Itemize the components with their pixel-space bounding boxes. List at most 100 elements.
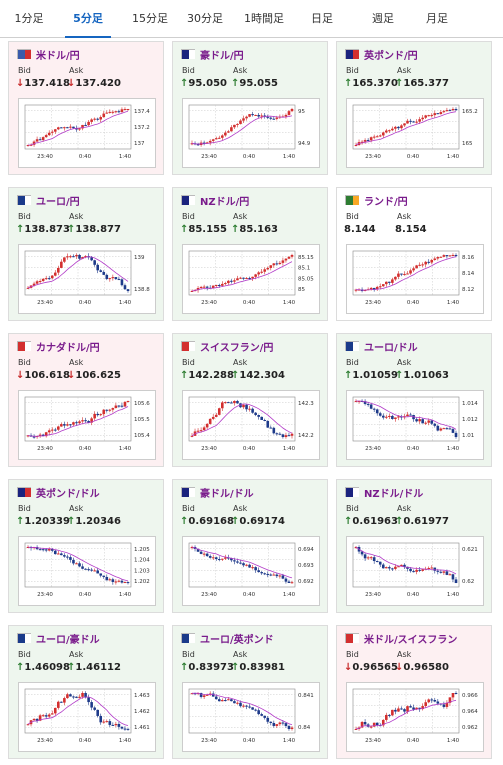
mini-chart[interactable]: 8.16 8.14 8.12 23:40 0:40 1:40 [346, 244, 484, 314]
tab-7[interactable]: 月足 [426, 12, 448, 25]
y-tick-label: 85 [298, 287, 305, 293]
rate-panel[interactable]: NZドル/ドル Bid Ask ↑0.61963 ↑0.61977 0.621 0.62 23… [336, 479, 492, 613]
rate-panel[interactable]: 英ポンド/ドル Bid Ask ↑1.20339 ↑1.20346 1.205 1.204 1… [8, 479, 164, 613]
mini-chart[interactable]: 0.966 0.964 0.962 23:40 0:40 1:40 [346, 682, 484, 752]
x-tick-label: 1:40 [283, 738, 296, 744]
candle-body [263, 573, 267, 575]
rate-panel[interactable]: スイスフラン/円 Bid Ask ↑142.288 ↑142.304 142.3 142.2… [172, 333, 328, 467]
y-tick-label: 85.1 [298, 266, 310, 272]
pair-title-link[interactable]: NZドル/ドル [345, 485, 423, 500]
candle-body [266, 717, 270, 722]
candle-body [239, 277, 242, 279]
candle-body [38, 715, 42, 721]
mini-chart[interactable]: 137.4 137.2 137 23:40 0:40 1:40 [18, 98, 156, 168]
rate-panel[interactable]: ユーロ/英ポンド Bid Ask ↑0.83973 ↑0.83981 0.841 0.84 2… [172, 625, 328, 759]
pair-title-link[interactable]: ユーロ/英ポンド [181, 631, 274, 646]
flag-icon [345, 633, 359, 643]
rate-panel[interactable]: カナダドル/円 Bid Ask ↓106.618 ↓106.625 105.6 105.5 1… [8, 333, 164, 467]
candle-body [242, 705, 245, 707]
tab-2[interactable]: 15分足 [132, 12, 168, 25]
tab-3[interactable]: 30分足 [187, 12, 223, 25]
rate-panel[interactable]: 英ポンド/円 Bid Ask ↑165.370 ↑165.377 165.2 165 23:4… [336, 41, 492, 175]
candle-body [63, 257, 66, 262]
candle-body [87, 697, 90, 703]
rate-panel[interactable]: 豪ドル/ドル Bid Ask ↑0.69168 ↑0.69174 0.694 0.693 0.… [172, 479, 328, 613]
mini-chart[interactable]: 1.014 1.012 1.01 23:40 0:40 1:40 [346, 390, 484, 460]
candle-body [275, 433, 279, 435]
candle-body [105, 112, 109, 114]
mini-chart[interactable]: 142.3 142.2 23:40 0:40 1:40 [182, 390, 320, 460]
candle-body [224, 402, 227, 404]
mini-chart[interactable]: 0.694 0.693 0.692 23:40 0:40 1:40 [182, 536, 320, 606]
rate-panel[interactable]: ユーロ/円 Bid Ask ↑138.873 ↑138.877 139 138.8 23:40… [8, 187, 164, 321]
candle-body [363, 721, 367, 725]
mini-chart[interactable]: 165.2 165 23:40 0:40 1:40 [346, 98, 484, 168]
mini-chart[interactable]: 105.6 105.5 105.4 23:40 0:40 1:40 [18, 390, 156, 460]
x-tick-label: 0:40 [407, 738, 420, 744]
candle-body [248, 706, 251, 708]
bid-value: 165.370 [352, 78, 398, 89]
candle-body [260, 572, 263, 574]
tab-0[interactable]: 1分足 [14, 12, 44, 25]
mini-chart[interactable]: 1.463 1.462 1.461 23:40 0:40 1:40 [18, 682, 156, 752]
candle-body [47, 714, 51, 717]
candle-body [114, 405, 118, 409]
candle-body [239, 562, 242, 564]
candle-body [269, 574, 273, 576]
pair-title-link[interactable]: 豪ドル/ドル [181, 485, 254, 500]
candle-body [251, 707, 254, 710]
rate-panel[interactable]: NZドル/円 Bid Ask ↑85.155 ↑85.163 85.15 85.1 85.05… [172, 187, 328, 321]
rate-panel[interactable]: ユーロ/豪ドル Bid Ask ↑1.46098 ↑1.46112 1.463 1.462 1… [8, 625, 164, 759]
candle-body [81, 693, 84, 697]
candle-body [199, 430, 203, 432]
candle-body [60, 127, 63, 129]
pair-title-link[interactable]: ユーロ/ドル [345, 339, 418, 354]
candle-body [41, 434, 45, 437]
candle-body [120, 580, 124, 583]
candle-body [53, 707, 57, 714]
candle-body [454, 693, 458, 694]
x-tick-label: 0:40 [79, 592, 92, 598]
pair-title-link[interactable]: 米ドル/スイスフラン [345, 631, 457, 646]
rate-panel[interactable]: 米ドル/スイスフラン Bid Ask ↓0.96565 ↓0.96580 0.966 0.9… [336, 625, 492, 759]
tab-4[interactable]: 1時間足 [244, 12, 284, 25]
pair-title-link[interactable]: 米ドル/円 [17, 47, 80, 62]
pair-title-link[interactable]: 英ポンド/円 [345, 47, 418, 62]
rate-panel[interactable]: ユーロ/ドル Bid Ask ↑1.01059 ↑1.01063 1.014 1.012 1.… [336, 333, 492, 467]
rate-panel[interactable]: 豪ドル/円 Bid Ask ↑95.050 ↑95.055 95 94.9 23:40 0:40… [172, 41, 328, 175]
bid-value: 106.618 [24, 370, 70, 381]
candle-body [436, 257, 440, 259]
tab-6[interactable]: 週足 [372, 12, 394, 25]
tab-5[interactable]: 日足 [311, 12, 333, 25]
mini-chart[interactable]: 139 138.8 23:40 0:40 1:40 [18, 244, 156, 314]
x-tick-label: 1:40 [283, 154, 296, 160]
candle-body [224, 700, 227, 702]
pair-title-link[interactable]: ユーロ/豪ドル [17, 631, 100, 646]
candle-body [44, 432, 48, 437]
rate-panel[interactable]: 米ドル/円 Bid Ask ↓137.418 ↓137.420 137.4 137.2 137… [8, 41, 164, 175]
pair-name: ユーロ/豪ドル [36, 634, 100, 646]
ask-label: Ask [397, 66, 412, 75]
x-tick-label: 1:40 [119, 154, 132, 160]
pair-title-link[interactable]: 英ポンド/ドル [17, 485, 100, 500]
pair-title-link[interactable]: スイスフラン/円 [181, 339, 273, 354]
rate-panel[interactable]: ランド/円 Bid Ask 8.144 8.154 8.16 8.14 8.12 23:40 0:… [336, 187, 492, 321]
mini-chart[interactable]: 0.841 0.84 23:40 0:40 1:40 [182, 682, 320, 752]
candlestick-chart: 139 138.8 23:40 0:40 1:40 [24, 250, 150, 306]
pair-title-link[interactable]: ランド/円 [345, 193, 408, 208]
candle-body [263, 715, 267, 718]
pair-title-link[interactable]: NZドル/円 [181, 193, 249, 208]
x-tick-label: 23:40 [201, 300, 217, 306]
mini-chart[interactable]: 85.15 85.1 85.05 85 23:40 0:40 1:40 [182, 244, 320, 314]
mini-chart[interactable]: 1.205 1.204 1.203 1.202 23:40 0:40 1:40 [18, 536, 156, 606]
tab-1[interactable]: 5分足 [57, 0, 119, 38]
candle-body [391, 415, 394, 419]
y-tick-label: 0.966 [462, 693, 478, 699]
mini-chart[interactable]: 0.621 0.62 23:40 0:40 1:40 [346, 536, 484, 606]
mini-chart[interactable]: 95 94.9 23:40 0:40 1:40 [182, 98, 320, 168]
pair-title-link[interactable]: ユーロ/円 [17, 193, 80, 208]
pair-title-link[interactable]: カナダドル/円 [17, 339, 100, 354]
candle-body [214, 285, 218, 287]
pair-title-link[interactable]: 豪ドル/円 [181, 47, 244, 62]
candle-body [287, 435, 291, 437]
